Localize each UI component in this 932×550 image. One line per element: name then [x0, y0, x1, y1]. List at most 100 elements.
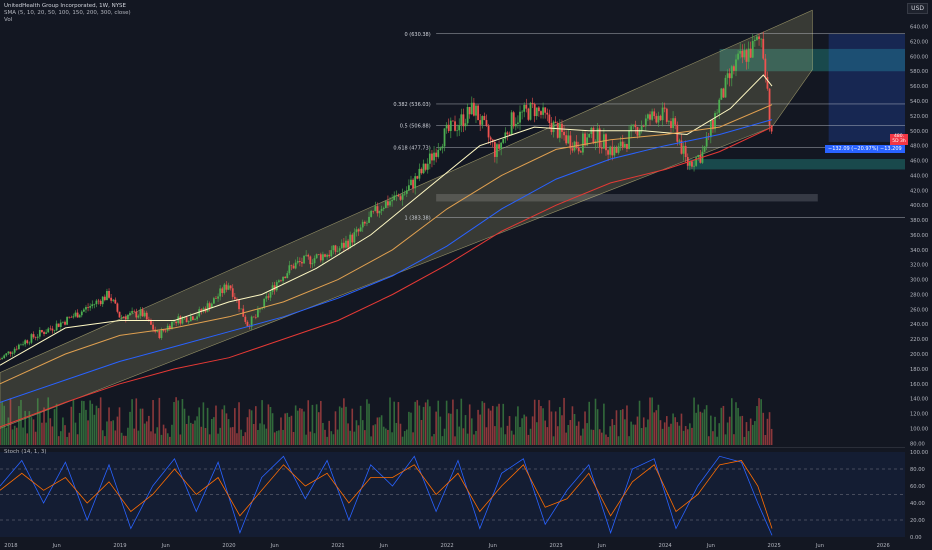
volume-bar	[445, 400, 448, 445]
volume-bar	[613, 424, 616, 445]
candle-body	[175, 321, 178, 324]
vol-legend[interactable]: Vol	[4, 17, 13, 23]
volume-bar	[609, 426, 611, 445]
volume-bar	[458, 426, 461, 445]
volume-bar	[313, 433, 316, 445]
volume-bar	[311, 404, 314, 445]
candle-body	[80, 311, 83, 316]
price-tick-label: 140.00	[910, 397, 928, 403]
volume-bar	[292, 432, 295, 445]
volume-bar	[412, 432, 414, 445]
volume-bar	[710, 415, 712, 445]
candle-body	[145, 312, 148, 320]
candle-body	[640, 126, 643, 131]
candle-body	[525, 104, 528, 109]
volume-bar	[156, 427, 159, 445]
volume-bar	[722, 405, 725, 445]
candle-body	[527, 108, 530, 120]
candle-body	[741, 50, 744, 58]
candle-body	[160, 329, 163, 339]
candle-body	[672, 118, 674, 129]
volume-bar	[517, 406, 519, 445]
candle-body	[728, 73, 731, 79]
volume-bar	[190, 422, 192, 445]
volume-bar	[684, 426, 687, 445]
volume-bar	[187, 415, 190, 445]
sma-line-white	[0, 74, 773, 366]
price-tick-label: 320.00	[910, 263, 928, 269]
candle-body	[141, 309, 144, 317]
candle-body	[657, 115, 660, 123]
candle-body	[55, 323, 58, 331]
volume-bar	[431, 436, 433, 445]
candle-body	[131, 311, 134, 313]
candle-body	[305, 254, 308, 256]
volume-bar	[78, 412, 81, 445]
price-tick-label: 180.00	[910, 367, 928, 373]
volume-bar	[655, 410, 658, 445]
volume-bar	[194, 420, 196, 445]
candle-body	[382, 208, 385, 210]
candle-body	[62, 321, 64, 323]
candle-body	[168, 325, 171, 330]
volume-bar	[638, 400, 641, 445]
volume-bar	[131, 399, 133, 445]
price-tick-label: 360.00	[910, 233, 928, 239]
candle-body	[192, 316, 194, 321]
candle-body	[82, 309, 85, 312]
volume-bar	[693, 397, 695, 445]
candle-body	[542, 107, 544, 115]
volume-bar	[76, 434, 79, 445]
volume-bar	[546, 427, 549, 445]
volume-bar	[257, 429, 259, 445]
candle-body	[613, 147, 616, 156]
volume-bar	[508, 416, 511, 445]
candle-body	[405, 190, 408, 194]
candle-body	[127, 315, 129, 320]
candle-body	[129, 312, 131, 316]
candle-body	[164, 330, 167, 332]
channel-layer	[0, 9, 813, 429]
price-tick-label: 160.00	[910, 382, 928, 388]
volume-bar	[13, 425, 16, 445]
volume-bar	[148, 415, 150, 445]
candle-body	[238, 299, 240, 310]
candle-body	[724, 77, 727, 98]
stoch-legend[interactable]: Stoch (14, 1, 3)	[4, 449, 47, 455]
candle-body	[523, 104, 526, 112]
volume-bar	[49, 418, 52, 445]
candle-body	[324, 254, 326, 257]
volume-bar	[582, 428, 584, 445]
volume-bar	[80, 400, 83, 445]
volume-bar	[378, 417, 381, 445]
candle-body	[38, 329, 41, 337]
volume-bar	[642, 417, 645, 445]
candle-body	[456, 130, 459, 131]
volume-bar	[370, 436, 372, 445]
volume-bar	[726, 422, 729, 445]
candle-body	[556, 122, 559, 138]
volume-bar	[41, 422, 43, 445]
volume-bar	[108, 407, 110, 445]
candle-body	[600, 147, 603, 149]
candle-body	[387, 201, 389, 206]
volume-bar	[305, 434, 307, 445]
candle-body	[173, 321, 175, 323]
symbol-title[interactable]: UnitedHealth Group Incorporated, 1W, NYS…	[4, 3, 127, 9]
candle-body	[521, 111, 524, 113]
candle-body	[424, 163, 427, 170]
candle-body	[678, 140, 681, 142]
volume-bar	[181, 399, 184, 445]
candle-body	[351, 234, 354, 243]
volume-bar	[387, 429, 389, 445]
currency-button[interactable]: USD	[907, 3, 928, 14]
candle-body	[739, 50, 742, 54]
candle-body	[422, 163, 425, 174]
sma-legend[interactable]: SMA (5, 10, 20, 50, 100, 150, 200, 300, …	[4, 10, 131, 16]
volume-bar	[489, 410, 492, 445]
volume-bar	[24, 410, 26, 445]
volume-bar	[112, 420, 115, 445]
volume-bar	[433, 434, 435, 445]
